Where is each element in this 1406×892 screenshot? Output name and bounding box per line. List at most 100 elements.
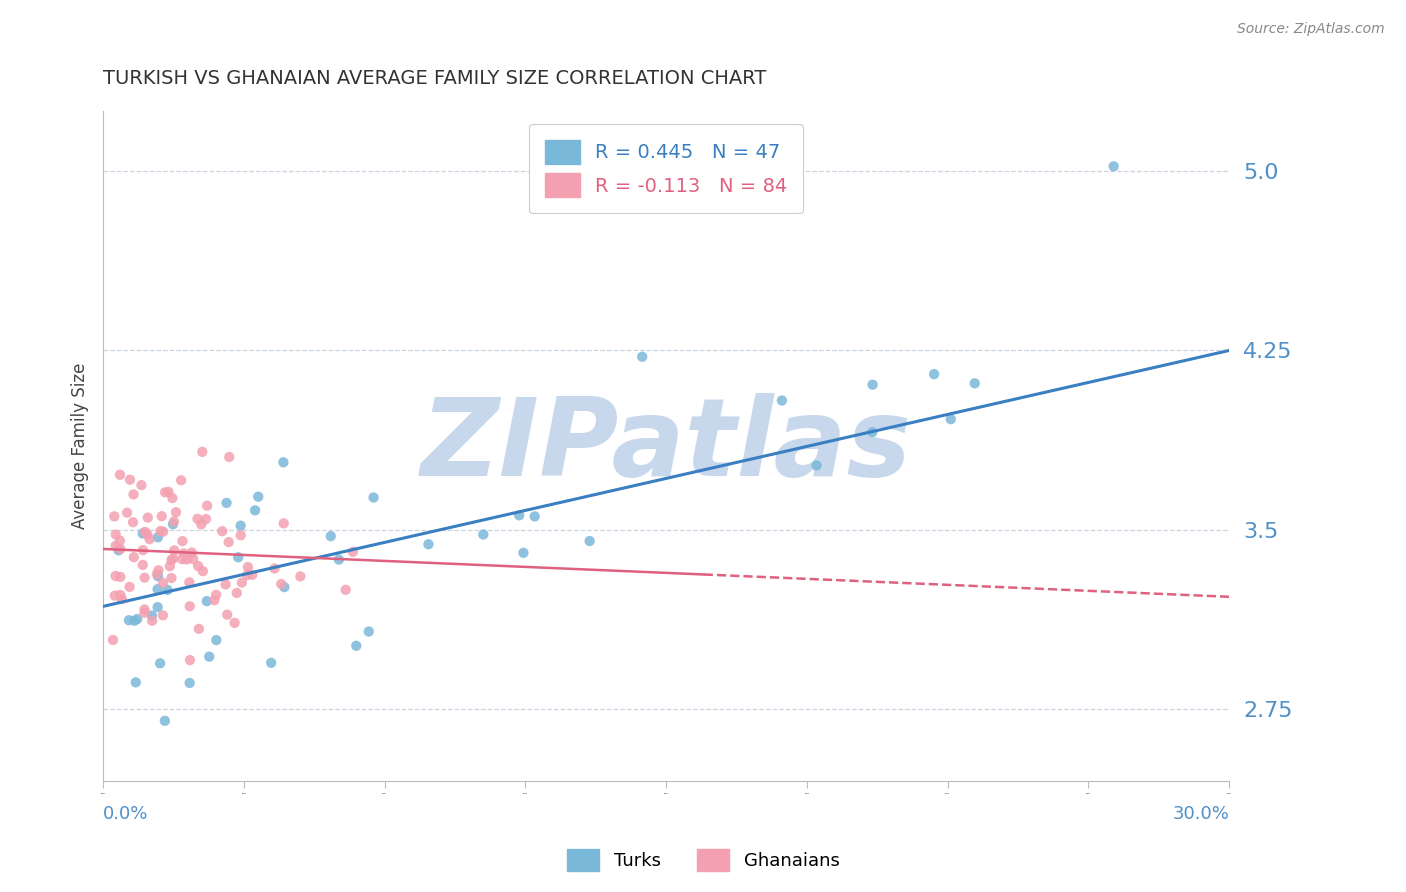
Point <box>187 622 209 636</box>
Point <box>153 714 176 728</box>
Point <box>226 550 249 565</box>
Point <box>110 588 132 602</box>
Point <box>240 567 263 582</box>
Text: Source: ZipAtlas.com: Source: ZipAtlas.com <box>1237 22 1385 37</box>
Point <box>260 656 283 670</box>
Point <box>342 545 364 559</box>
Point <box>118 613 141 627</box>
Point <box>273 455 295 469</box>
Point <box>146 600 169 615</box>
Point <box>806 458 828 473</box>
Point <box>156 582 179 597</box>
Point <box>108 533 131 548</box>
Point <box>134 602 156 616</box>
Point <box>328 552 350 566</box>
Point <box>523 509 546 524</box>
Point <box>172 552 194 566</box>
Point <box>273 580 295 594</box>
Point <box>211 524 233 538</box>
Point <box>162 491 184 505</box>
Point <box>138 532 160 546</box>
Point <box>163 543 186 558</box>
Y-axis label: Average Family Size: Average Family Size <box>72 363 89 529</box>
Text: ZIPatlas: ZIPatlas <box>420 393 911 500</box>
Point <box>205 633 228 648</box>
Point <box>152 608 174 623</box>
Point <box>131 526 153 541</box>
Point <box>131 478 153 492</box>
Point <box>319 529 342 543</box>
Point <box>104 589 127 603</box>
Point <box>150 509 173 524</box>
Legend: R = 0.445   N = 47, R = -0.113   N = 84: R = 0.445 N = 47, R = -0.113 N = 84 <box>529 124 803 212</box>
Point <box>141 608 163 623</box>
Point <box>205 588 228 602</box>
Point <box>186 512 208 526</box>
Point <box>132 558 155 572</box>
Point <box>141 614 163 628</box>
Point <box>122 515 145 529</box>
Point <box>270 577 292 591</box>
Point <box>194 512 217 526</box>
Point <box>115 506 138 520</box>
Point <box>214 577 236 591</box>
Point <box>111 592 134 607</box>
Point <box>195 499 218 513</box>
Point <box>103 509 125 524</box>
Point <box>136 510 159 524</box>
Point <box>159 559 181 574</box>
Point <box>215 496 238 510</box>
Point <box>104 539 127 553</box>
Point <box>152 575 174 590</box>
Point <box>335 582 357 597</box>
Point <box>160 553 183 567</box>
Point <box>939 412 962 426</box>
Point <box>770 393 793 408</box>
Point <box>163 515 186 529</box>
Point <box>190 517 212 532</box>
Point <box>132 543 155 558</box>
Point <box>179 653 201 667</box>
Point <box>104 527 127 541</box>
Point <box>110 542 132 557</box>
Point <box>173 546 195 560</box>
Point <box>225 586 247 600</box>
Point <box>195 594 218 608</box>
Point <box>204 593 226 607</box>
Point <box>512 546 534 560</box>
Point <box>578 534 600 549</box>
Point <box>218 535 240 549</box>
Point <box>124 614 146 628</box>
Point <box>134 524 156 539</box>
Point <box>191 445 214 459</box>
Point <box>162 517 184 532</box>
Point <box>146 567 169 582</box>
Point <box>363 491 385 505</box>
Point <box>149 524 172 538</box>
Point <box>181 552 204 566</box>
Legend: Turks, Ghanaians: Turks, Ghanaians <box>560 842 846 879</box>
Point <box>191 564 214 578</box>
Point <box>243 503 266 517</box>
Point <box>472 527 495 541</box>
Text: TURKISH VS GHANAIAN AVERAGE FAMILY SIZE CORRELATION CHART: TURKISH VS GHANAIAN AVERAGE FAMILY SIZE … <box>103 69 766 87</box>
Point <box>236 568 259 582</box>
Point <box>108 467 131 482</box>
Point <box>157 484 180 499</box>
Point <box>290 569 312 583</box>
Point <box>344 639 367 653</box>
Point <box>153 485 176 500</box>
Point <box>229 518 252 533</box>
Point <box>860 425 883 439</box>
Point <box>263 561 285 575</box>
Point <box>149 657 172 671</box>
Point <box>273 516 295 531</box>
Point <box>179 676 201 690</box>
Point <box>122 550 145 565</box>
Point <box>134 571 156 585</box>
Point <box>104 569 127 583</box>
Point <box>127 612 149 626</box>
Point <box>176 552 198 566</box>
Point <box>162 551 184 566</box>
Point <box>922 367 945 381</box>
